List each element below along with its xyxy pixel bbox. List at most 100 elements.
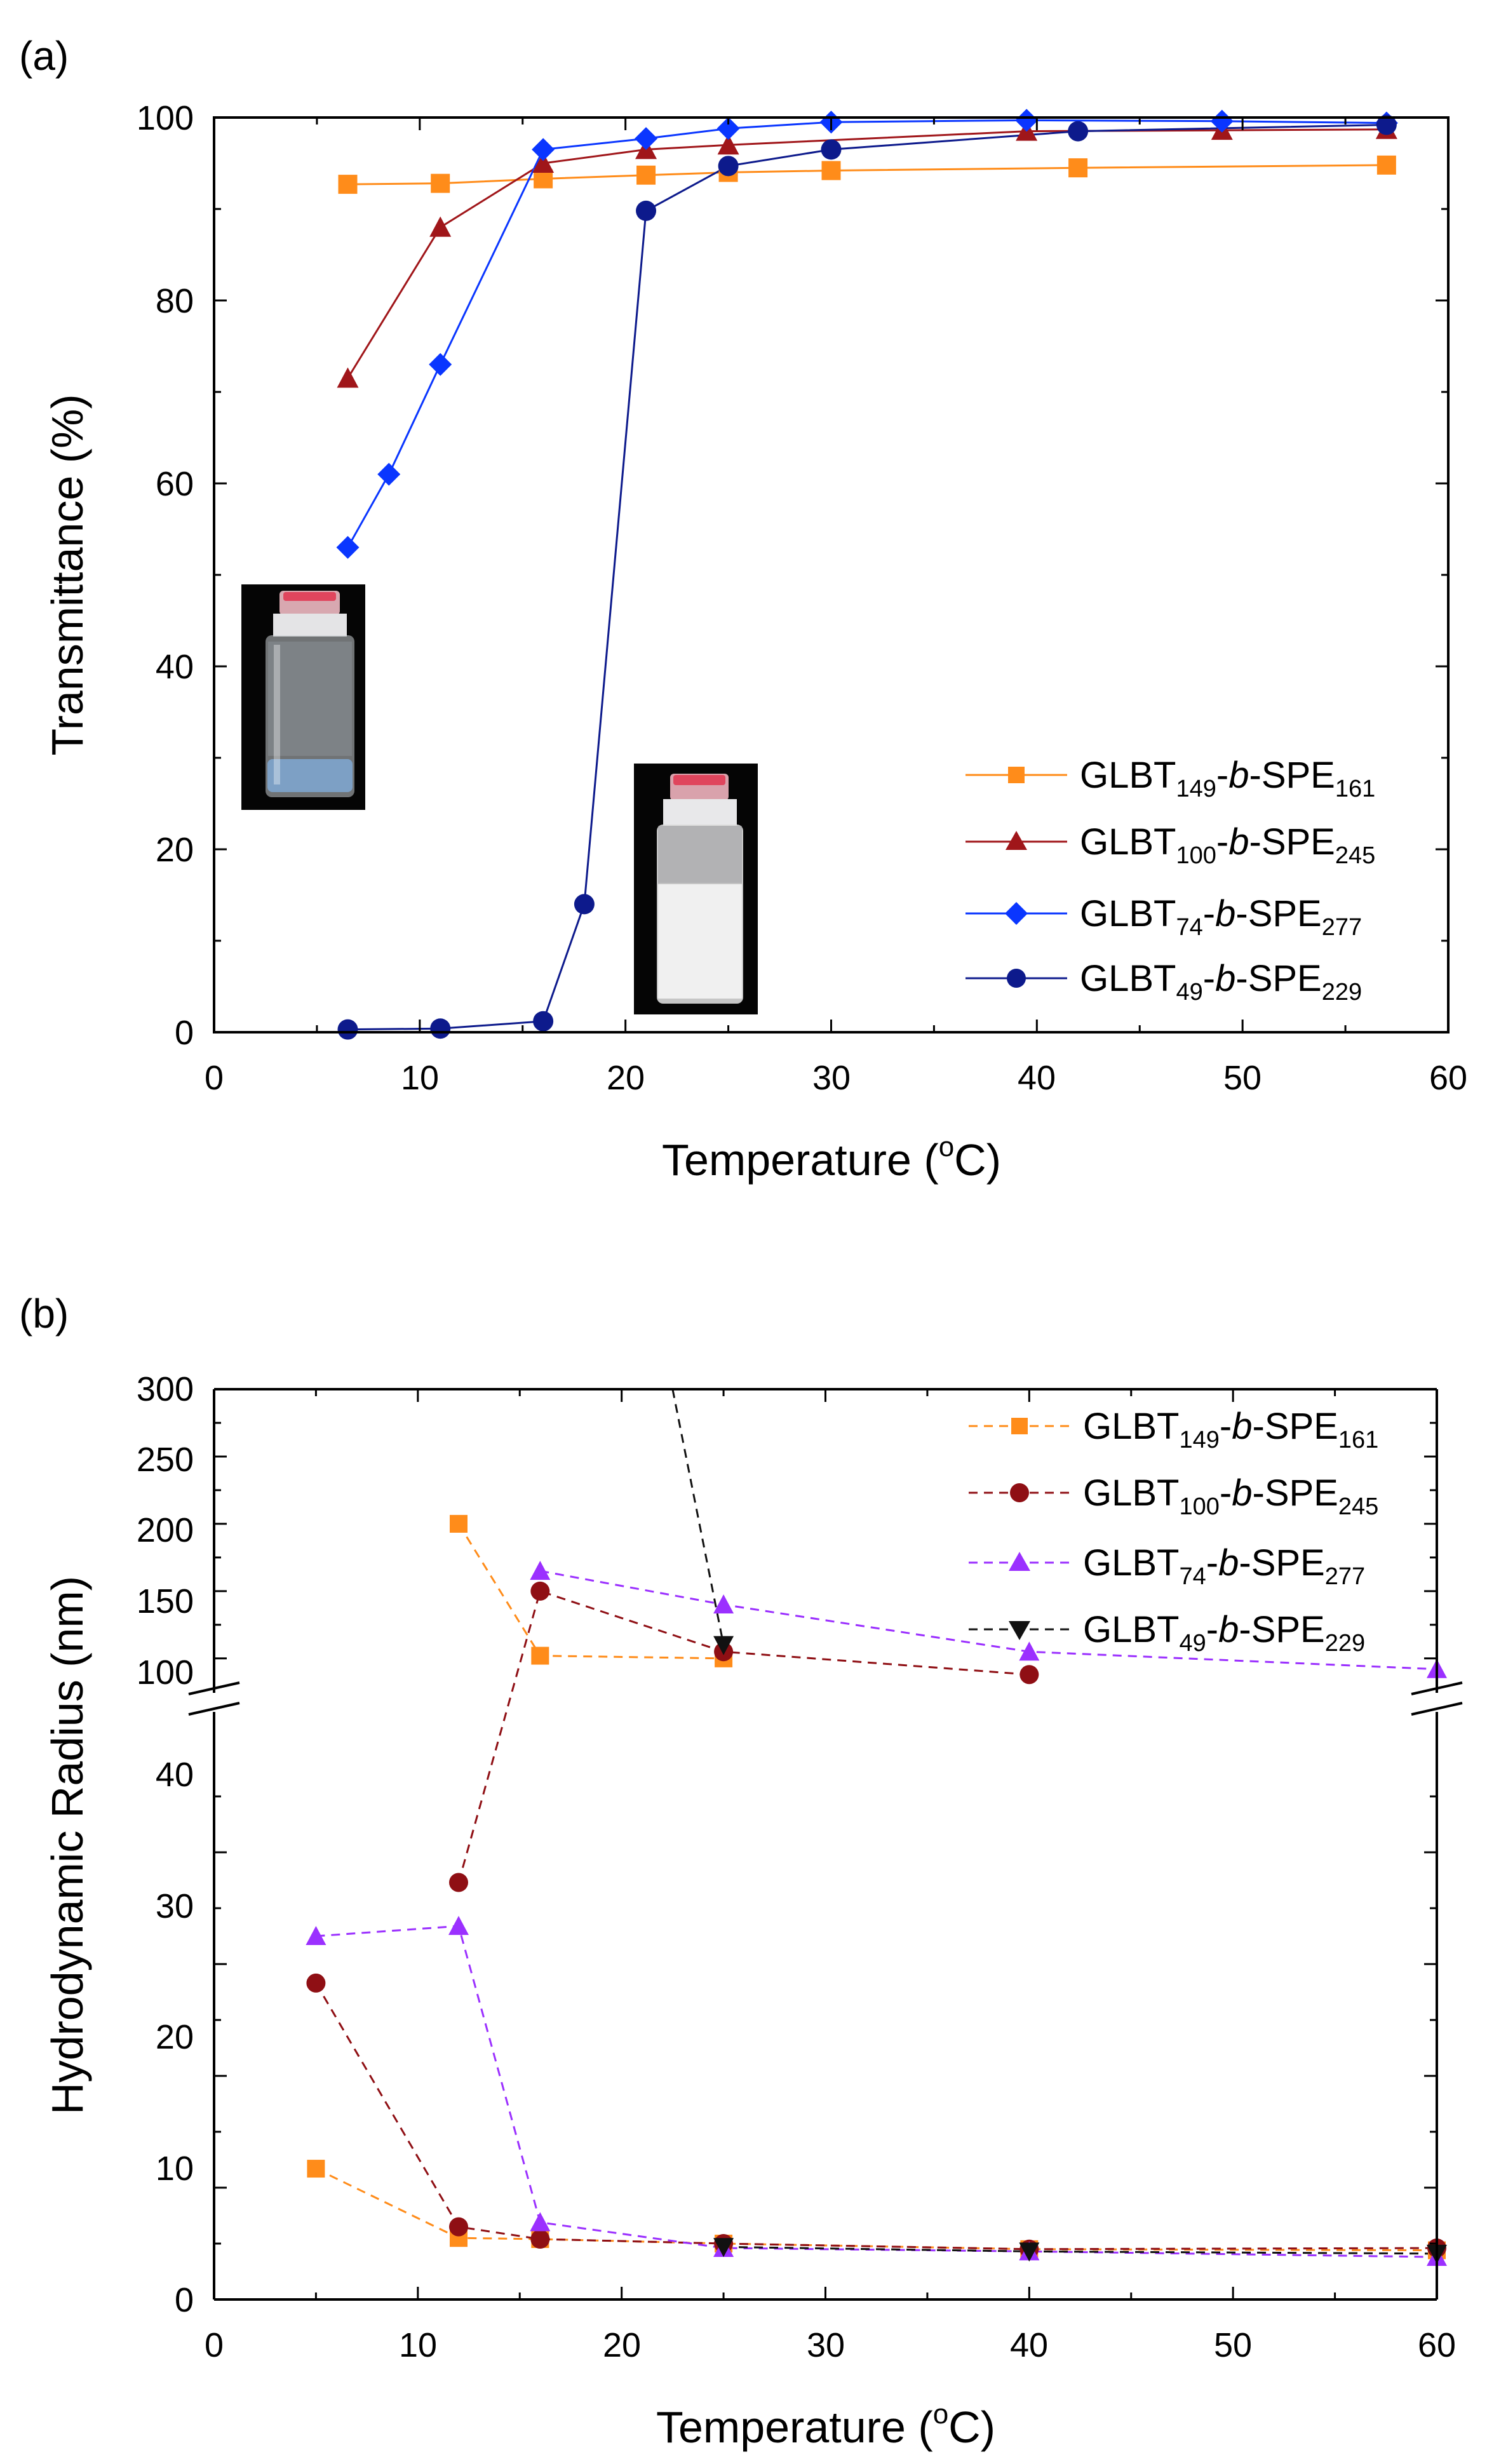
legend-marker [1009,1621,1030,1640]
y-tick-label: 0 [175,2281,194,2319]
data-point [532,152,555,173]
x-tick-label: 0 [205,2326,224,2364]
data-point [1376,114,1397,135]
plot-frame [213,1388,1438,2301]
panel-a-label: (a) [19,33,69,79]
series-line [457,1523,724,1660]
svg-text:GLBT100-b-SPE245: GLBT100-b-SPE245 [1083,1472,1378,1520]
legend-entry: GLBT74-b-SPE277 [969,1542,1365,1590]
data-point [450,1514,468,1533]
legend-marker [1007,969,1026,988]
data-point [533,1011,554,1032]
y-axis-title: Transmittance (%) [43,394,92,755]
y-tick-labels: 0 20 40 60 80 100 [137,99,194,1052]
x-tick-label: 40 [1010,2326,1048,2364]
series-line [540,1570,1437,1671]
data-point [306,1973,326,1993]
data-point [718,156,739,177]
x-tick-label: 60 [1418,2326,1456,2364]
panel-a-transmittance-chart: (a) [19,33,1467,1185]
x-tick-label: 30 [812,1059,851,1097]
y-tick-label: 100 [137,99,194,137]
series-line [347,164,1387,185]
series-line [347,119,1387,548]
y-tick-labels: 0 10 20 30 40 100 150 200 250 300 [137,1370,194,2319]
legend-entry: GLBT100-b-SPE245 [969,1472,1378,1520]
data-point [1068,121,1089,142]
series-line [315,2167,1437,2252]
data-point [1068,158,1088,178]
axis-ticks [213,116,1450,1033]
x-tick-label: 10 [401,1059,439,1097]
data-point [449,2217,468,2237]
vial-photo-insets [241,584,758,1014]
data-point [530,2212,551,2232]
svg-text:GLBT49-b-SPE229: GLBT49-b-SPE229 [1080,958,1362,1006]
data-point [1019,1665,1039,1685]
x-tick-labels: 0 10 20 30 40 50 60 [205,1059,1467,1097]
x-tick-label: 0 [205,1059,224,1097]
series-line [671,1389,725,1645]
series-line [347,128,1387,379]
series-line [315,1983,1437,2251]
y-axis-title: Hydrodynamic Radius (nm) [43,1576,92,2115]
legend: GLBT149-b-SPE161 GLBT100-b-SPE245 GLBT74… [969,1406,1378,1657]
data-point [337,1019,358,1040]
y-tick-label: 20 [156,2018,194,2056]
y-tick-label: 40 [156,1756,194,1794]
plot-markers [306,1514,1447,2266]
data-point [430,1018,451,1039]
series-line [316,1925,1437,2258]
data-point [1210,109,1234,133]
legend: GLBT149-b-SPE161 GLBT100-b-SPE245 GLBT74… [966,755,1375,1006]
legend-entry: GLBT149-b-SPE161 [966,755,1375,802]
data-point [1019,2242,1040,2262]
data-point [713,1636,734,1655]
data-point [338,175,358,194]
data-point [574,894,595,915]
data-point [530,1561,551,1580]
vial-clear-photo [241,584,365,810]
vial-turbid-photo [634,764,758,1014]
plot-markers [336,109,1398,1040]
svg-text:GLBT149-b-SPE161: GLBT149-b-SPE161 [1080,755,1375,802]
x-tick-label: 50 [1223,1059,1262,1097]
x-tick-label: 30 [807,2326,845,2364]
data-point [821,139,842,160]
svg-text:GLBT149-b-SPE161: GLBT149-b-SPE161 [1083,1406,1378,1453]
y-tick-label: 100 [137,1653,194,1692]
data-point [1015,109,1039,132]
x-axis-title: Temperature (oC) [656,2399,995,2452]
data-point [429,216,452,237]
data-point [636,165,656,185]
svg-text:GLBT49-b-SPE229: GLBT49-b-SPE229 [1083,1609,1365,1657]
series-line [457,1589,1030,1883]
svg-text:GLBT74-b-SPE277: GLBT74-b-SPE277 [1080,893,1362,941]
legend-marker [1006,831,1027,850]
data-point [448,1916,469,1936]
legend-marker [1005,902,1028,925]
panel-b-hydrodynamic-radius-chart: (b) 0 10 20 30 40 50 60 [19,1291,1463,2452]
legend-marker [1010,1483,1029,1502]
legend-marker [1008,767,1025,783]
x-tick-label: 60 [1429,1059,1467,1097]
data-point [377,462,401,486]
data-point [636,200,657,221]
data-point [717,117,740,140]
x-tick-label: 20 [603,2326,641,2364]
y-tick-label: 250 [137,1441,194,1479]
data-point [429,353,452,376]
x-tick-label: 50 [1214,2326,1252,2364]
y-tick-label: 200 [137,1511,194,1549]
data-point [431,173,450,193]
x-axis-title: Temperature (oC) [662,1131,1001,1185]
legend-entry: GLBT49-b-SPE229 [969,1609,1365,1657]
legend-entry: GLBT100-b-SPE245 [966,821,1375,869]
data-point [307,2160,325,2178]
y-tick-label: 60 [156,465,194,503]
y-tick-label: 150 [137,1582,194,1620]
plot-lines [315,1389,1437,2258]
svg-text:GLBT74-b-SPE277: GLBT74-b-SPE277 [1083,1542,1365,1590]
data-point [1019,1641,1040,1661]
